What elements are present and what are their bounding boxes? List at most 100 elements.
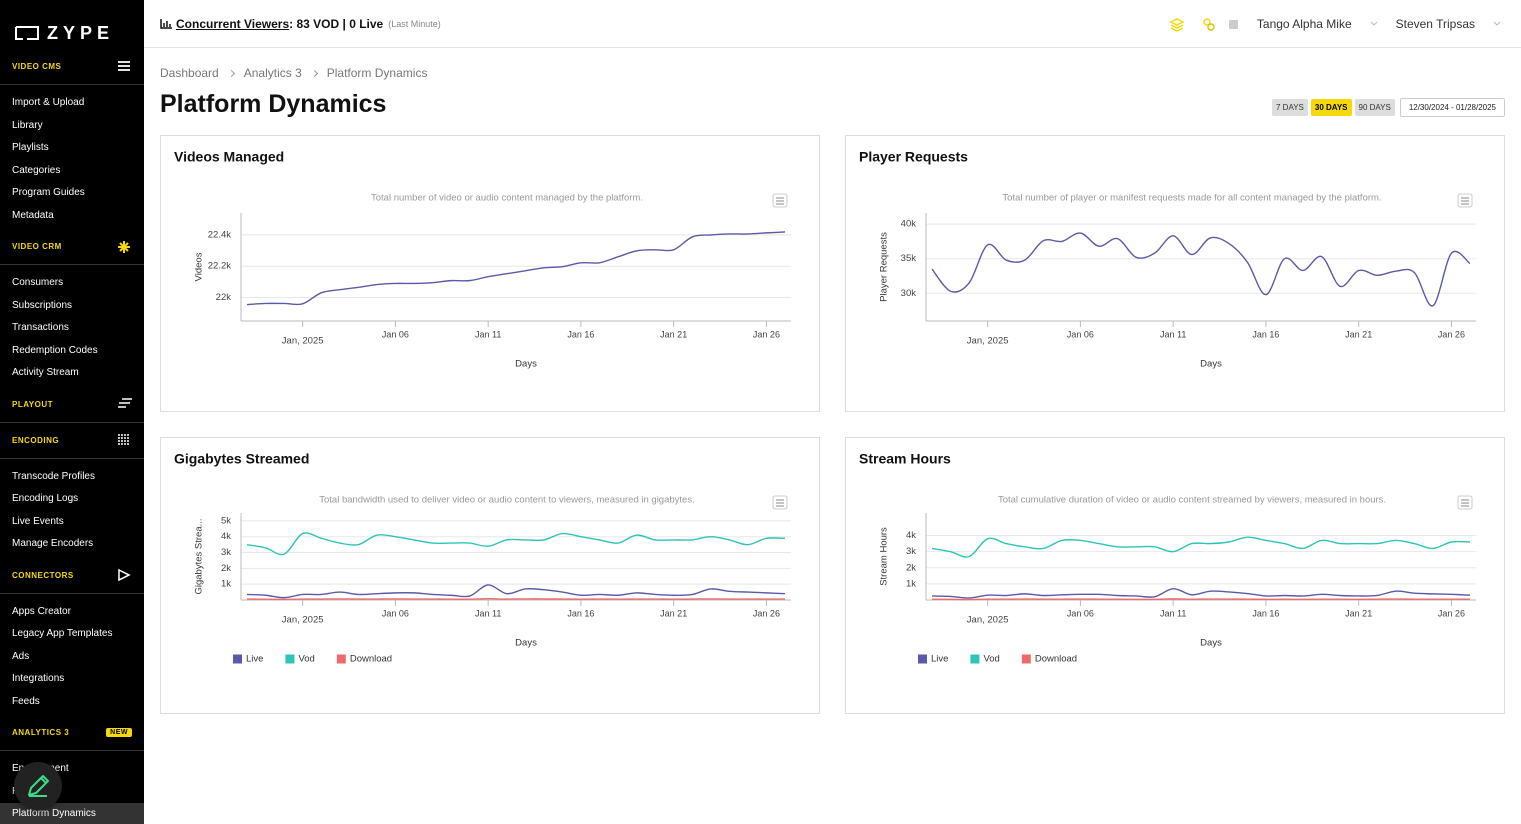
nav-item[interactable]: Encoding Logs [12, 493, 79, 504]
legend-label: Live [246, 654, 263, 665]
nav-item[interactable]: Categories [12, 164, 61, 176]
range-button[interactable]: 90 DAYS [1354, 99, 1395, 116]
nav-item[interactable]: Integrations [12, 673, 65, 684]
chart-menu[interactable] [772, 193, 788, 208]
chart-menu[interactable] [1457, 193, 1473, 208]
chevron [1370, 21, 1377, 26]
section-badge: NEW [106, 728, 132, 737]
chart-subtitle: Total bandwidth used to deliver video or… [319, 495, 694, 506]
user-menu[interactable]: Steven Tripsas [1395, 17, 1475, 31]
x-tick-label: Jan 11 [475, 608, 501, 618]
nav-item[interactable]: Ads [12, 650, 30, 662]
chart-icon [160, 18, 172, 29]
chart: Videos Managed Total number of video or a… [174, 149, 791, 370]
y-axis-label: Player Requests [879, 232, 890, 302]
x-tick-label: Jan 06 [382, 608, 409, 618]
metric-value: : 83 VOD | 0 Live [289, 16, 384, 31]
legend-item[interactable]: Live [918, 654, 948, 665]
x-tick-label: Jan 26 [753, 329, 780, 339]
section-icon [118, 398, 132, 408]
edit-button[interactable] [14, 762, 62, 810]
nav-item[interactable]: Subscriptions [12, 299, 73, 311]
menu-lines [1461, 499, 1469, 507]
y-axis-label: Stream Hours [879, 527, 890, 586]
chart-menu[interactable] [1457, 495, 1473, 510]
x-tick-label: Jan 06 [1067, 329, 1094, 339]
section-title: VIDEO CMS [12, 62, 62, 71]
chart-card: Stream Hours Total cumulative duration of… [845, 437, 1505, 714]
legend-swatch [233, 654, 242, 664]
nav-item[interactable]: Playlists [12, 142, 49, 153]
legend-item[interactable]: Live [233, 654, 263, 665]
y-tick-label: 1k [906, 578, 916, 589]
topbar-icons [1169, 18, 1238, 32]
nav-item[interactable]: Transcode Profiles [12, 470, 95, 482]
menu-lines [776, 197, 784, 205]
date-range[interactable]: 12/30/2024 - 01/28/2025 [1399, 98, 1505, 117]
nav-item[interactable]: Import & Upload [12, 97, 85, 108]
y-tick-label: 4k [906, 530, 916, 541]
section-title: VIDEO CRM [12, 242, 62, 251]
nav-item[interactable]: Transactions [12, 322, 69, 333]
nav-item[interactable]: Legacy App Templates [12, 628, 113, 639]
nav-item[interactable]: Consumers [12, 277, 64, 288]
x-tick-label: Jan, 2025 [282, 336, 324, 347]
nav-item[interactable]: Live Events [12, 515, 64, 527]
edit-icon [28, 775, 49, 797]
breadcrumb: Dashboard Analytics 3 Platform Dynamics [160, 66, 427, 80]
section-icon [118, 240, 130, 253]
chart: Gigabytes Streamed Total bandwidth used t… [174, 451, 791, 665]
nav-item[interactable]: Apps Creator [12, 605, 71, 617]
chart-title: Stream Hours [859, 451, 951, 467]
chart-title: Videos Managed [174, 149, 284, 165]
chart-subtitle: Total cumulative duration of video or au… [998, 495, 1386, 506]
account-menu[interactable]: Tango Alpha Mike [1256, 17, 1352, 31]
legend-item[interactable]: Vod [285, 654, 315, 665]
topbar: Concurrent Viewers : 83 VOD | 0 Live (La… [144, 0, 1521, 48]
section-header[interactable]: VIDEO CMS [0, 49, 144, 85]
chart-card: Player Requests Total number of player or… [845, 135, 1505, 412]
legend-label: Vod [298, 654, 314, 665]
x-tick-label: Jan 21 [660, 608, 687, 618]
nav-item[interactable]: Feeds [12, 695, 40, 707]
chart-menu[interactable] [772, 495, 788, 510]
section-header[interactable]: CONNECTORS [0, 558, 144, 594]
range-selector: 7 DAYS 30 DAYS 90 DAYS 12/30/2024 - 01/28/2… [1272, 98, 1505, 117]
y-tick-label: 2k [221, 563, 231, 574]
breadcrumb-item[interactable]: Dashboard [160, 66, 219, 80]
chart-card: Videos Managed Total number of video or a… [160, 135, 820, 412]
breadcrumb-item[interactable]: Analytics 3 [243, 66, 302, 80]
metric-label[interactable]: Concurrent Viewers [176, 16, 290, 31]
logo-mark [15, 26, 39, 40]
chart-title: Player Requests [859, 149, 968, 165]
x-tick-label: Jan 21 [1345, 608, 1372, 618]
section-header[interactable]: VIDEO CRM [0, 229, 144, 265]
legend-item[interactable]: Vod [970, 654, 1000, 665]
nav-item[interactable]: Library [12, 119, 43, 131]
legend-item[interactable]: Download [1021, 654, 1077, 665]
y-tick-label: 35k [901, 253, 917, 264]
nav-item[interactable]: Metadata [12, 209, 54, 221]
nav-item[interactable]: Redemption Codes [12, 344, 98, 356]
range-button[interactable]: 30 DAYS [1310, 99, 1352, 116]
sidebar-sections: VIDEO CMS Import & Upload Library Playlists… [0, 49, 144, 824]
section-header[interactable]: ANALYTICS 3 NEW [0, 715, 144, 751]
nav-item[interactable]: Activity Stream [12, 367, 79, 378]
section-header[interactable]: ENCODING [0, 423, 144, 459]
logo[interactable]: ZYPE [15, 22, 114, 44]
x-tick-label: Jan 16 [567, 608, 594, 618]
nav-item[interactable]: Program Guides [12, 187, 85, 198]
metric-note: (Last Minute) [388, 18, 441, 29]
chart: Player Requests Total number of player or… [859, 149, 1476, 370]
nav-item[interactable]: Manage Encoders [12, 538, 94, 549]
section-items: Consumers Subscriptions Transactions Redemp… [0, 265, 144, 387]
series-line [246, 598, 785, 601]
y-tick-label: 22k [216, 292, 232, 303]
range-button[interactable]: 7 DAYS [1272, 99, 1308, 116]
section-header[interactable]: PLAYOUT [0, 387, 144, 423]
y-tick-label: 2k [906, 562, 916, 573]
legend-item[interactable]: Download [336, 654, 392, 665]
y-tick-label: 3k [906, 546, 916, 557]
section-icon [118, 60, 130, 71]
x-tick-label: Jan, 2025 [967, 336, 1009, 347]
